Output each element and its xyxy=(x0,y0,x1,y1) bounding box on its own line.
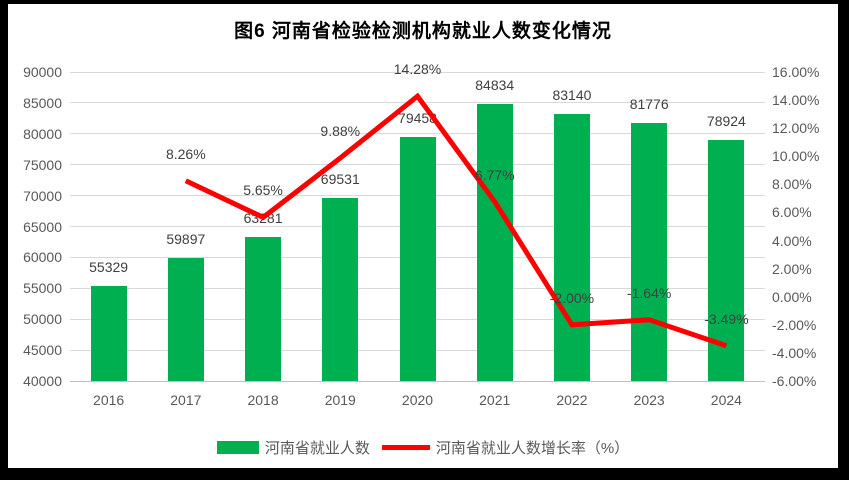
left-axis-tick-label: 40000 xyxy=(23,373,62,389)
employment-bar xyxy=(631,122,668,381)
bar-value-label: 81776 xyxy=(629,95,669,112)
left-axis-tick-label: 70000 xyxy=(23,187,62,204)
left-axis-tick-label: 75000 xyxy=(23,156,62,173)
growth-rate-label: -2.00% xyxy=(549,289,595,306)
left-axis-tick-label: 45000 xyxy=(23,342,62,359)
growth-rate-label: 8.26% xyxy=(165,145,206,162)
right-axis-tick-label: 12.00% xyxy=(772,120,820,137)
x-axis-label: 2024 xyxy=(710,392,742,408)
x-axis-line xyxy=(70,380,765,382)
bar-value-label: 55329 xyxy=(89,259,129,276)
bar-value-label: 84834 xyxy=(475,76,515,93)
right-axis-tick-label: 16.00% xyxy=(772,64,820,80)
left-axis-tick-label: 85000 xyxy=(23,94,62,111)
employment-bar xyxy=(245,237,282,381)
employment-bar xyxy=(476,103,513,381)
right-axis-tick-label: 6.00% xyxy=(772,204,812,221)
growth-rate-label: 9.88% xyxy=(320,122,361,139)
gridline xyxy=(70,71,765,73)
x-axis-label: 2021 xyxy=(479,392,511,408)
right-axis-tick-label: 2.00% xyxy=(772,260,812,277)
left-axis-tick-label: 90000 xyxy=(23,64,62,80)
right-axis-tick-label: -4.00% xyxy=(772,344,817,361)
employment-bar xyxy=(708,140,745,381)
x-axis-label: 2020 xyxy=(401,392,434,408)
legend: 河南省就业人数 河南省就业人数增长率（%） xyxy=(8,437,838,458)
right-axis-tick-label: 14.00% xyxy=(772,92,820,109)
left-axis-tick-label: 80000 xyxy=(23,125,62,142)
growth-rate-label: 6.77% xyxy=(474,166,515,183)
right-axis-tick-label: 10.00% xyxy=(772,148,820,165)
employment-bar xyxy=(90,286,127,381)
left-axis-tick-label: 55000 xyxy=(23,280,62,297)
growth-rate-label: -3.49% xyxy=(704,310,749,327)
growth-rate-label: -1.64% xyxy=(626,284,672,301)
x-axis-label: 2018 xyxy=(247,392,279,408)
x-axis-label: 2016 xyxy=(93,392,125,408)
employment-bar xyxy=(322,198,359,381)
bar-value-label: 79458 xyxy=(398,110,437,127)
bar-value-label: 78924 xyxy=(706,113,746,130)
bar-value-label: 59897 xyxy=(166,231,206,248)
legend-bar-swatch-icon xyxy=(216,441,259,454)
employment-bar xyxy=(553,114,590,381)
x-axis-label: 2019 xyxy=(324,392,356,408)
growth-rate-label: 14.28% xyxy=(393,61,442,78)
growth-rate-label: 5.65% xyxy=(243,182,283,199)
right-axis-tick-label: 0.00% xyxy=(772,288,812,305)
left-axis-tick-label: 50000 xyxy=(23,311,62,328)
employment-bar xyxy=(167,258,204,381)
legend-bar-label: 河南省就业人数 xyxy=(264,440,370,457)
x-axis-label: 2023 xyxy=(633,392,665,408)
bar-value-label: 69531 xyxy=(320,171,360,188)
left-axis-tick-label: 60000 xyxy=(23,249,62,266)
bar-value-label: 63281 xyxy=(243,210,283,227)
legend-line-label: 河南省就业人数增长率（%） xyxy=(435,440,630,457)
x-axis-label: 2017 xyxy=(170,392,202,408)
right-axis-tick-label: -2.00% xyxy=(772,316,817,333)
left-axis-tick-label: 65000 xyxy=(23,218,62,235)
right-axis-tick-label: 4.00% xyxy=(772,232,812,249)
right-axis-tick-label: -6.00% xyxy=(772,373,817,389)
bar-value-label: 83140 xyxy=(552,87,592,104)
chart-title: 图6 河南省检验检测机构就业人数变化情况 xyxy=(234,21,612,42)
right-axis-tick-label: 8.00% xyxy=(772,176,812,193)
employment-bar xyxy=(399,137,436,381)
legend-line-swatch-icon xyxy=(381,445,430,450)
x-axis-label: 2022 xyxy=(556,392,588,408)
